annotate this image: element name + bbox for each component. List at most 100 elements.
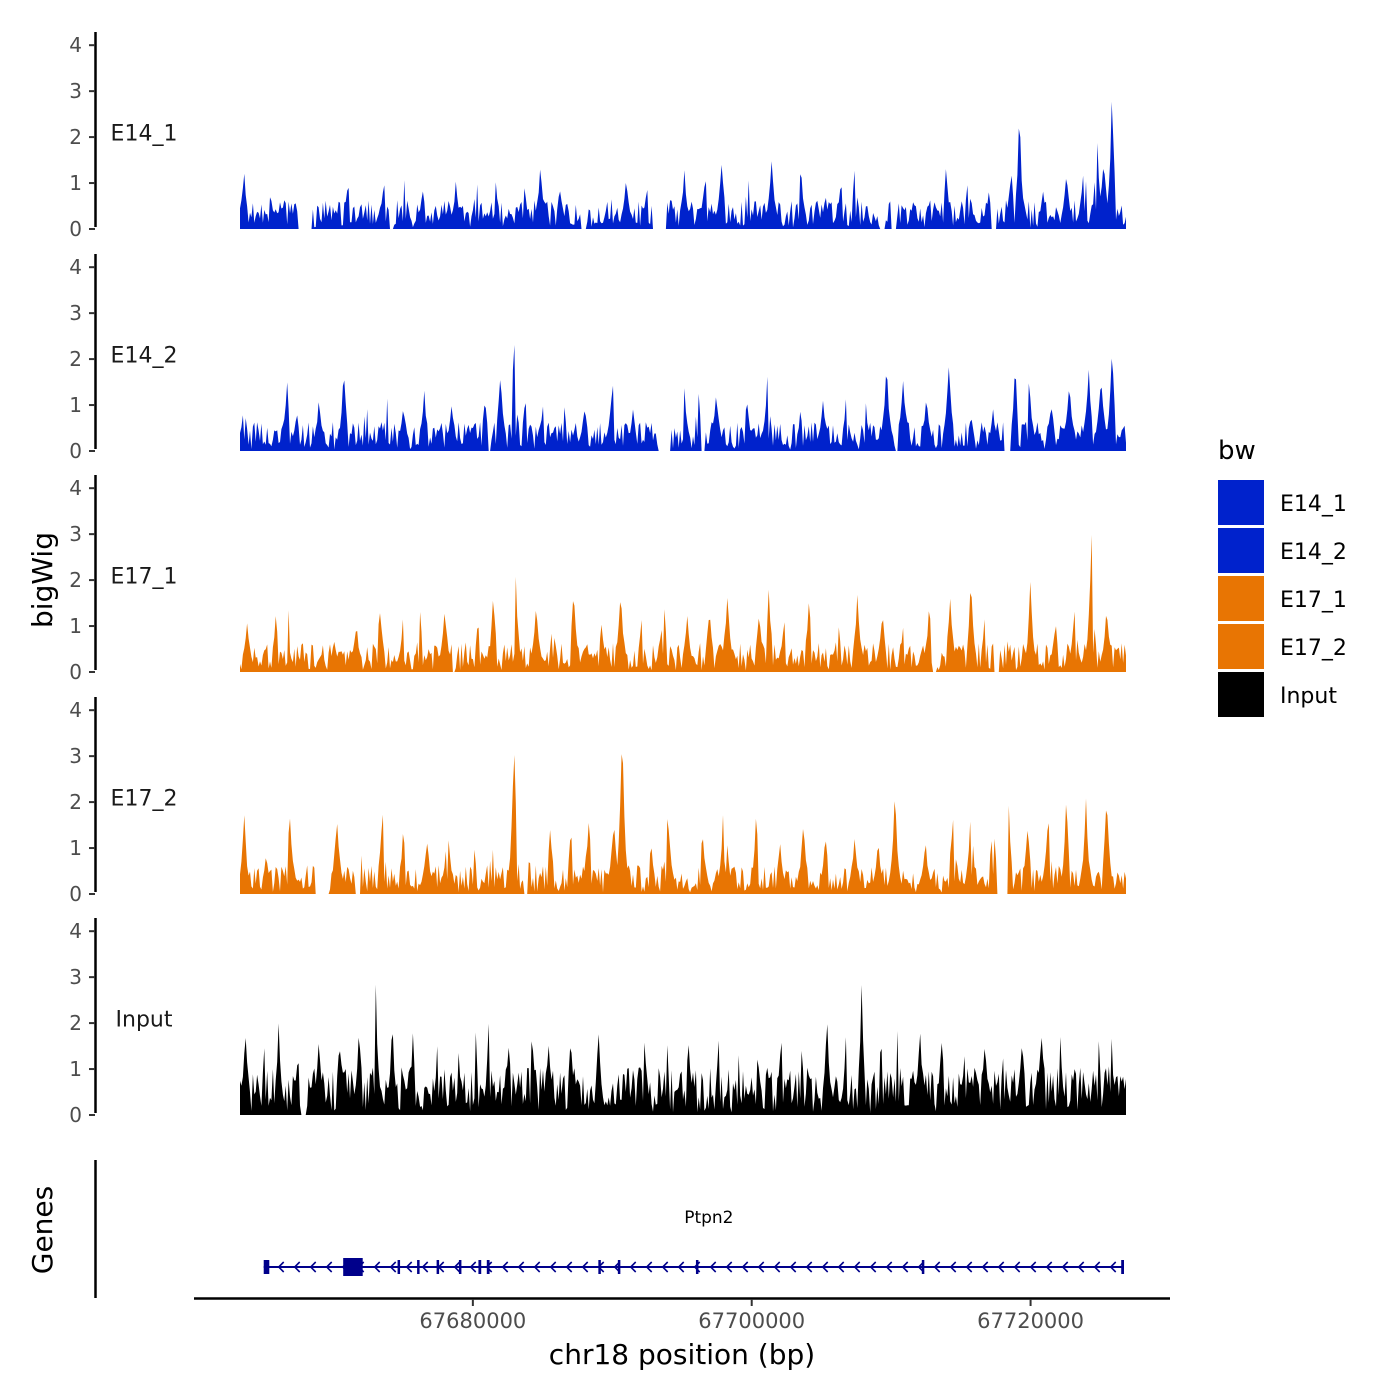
strand-arrow: [501, 1261, 509, 1273]
legend-swatch-E17_2: [1218, 624, 1264, 669]
y-tick-label: 4: [69, 476, 82, 500]
exon: [617, 1260, 621, 1274]
x-axis-title: chr18 position (bp): [549, 1338, 815, 1371]
y-tick-label: 3: [69, 744, 82, 768]
exon: [397, 1260, 401, 1274]
legend-swatch-E14_1: [1218, 480, 1264, 525]
strand-arrow: [757, 1261, 765, 1273]
strand-arrow: [1093, 1261, 1101, 1273]
exon: [458, 1260, 462, 1274]
legend-label-E14_1: E14_1: [1280, 492, 1347, 517]
track-E14_1: 0 1 2 3 4 E14_1: [69, 32, 1126, 241]
strand-arrow: [453, 1261, 461, 1273]
strand-arrow: [517, 1261, 525, 1273]
strand-arrow: [677, 1261, 685, 1273]
track-Input: 0 1 2 3 4 Input: [69, 918, 1126, 1127]
strand-arrow: [533, 1261, 541, 1273]
x-axis-ticks: 67680000 67700000 67720000: [419, 1299, 1084, 1333]
coverage-area-E17_1: [240, 534, 1126, 672]
strand-arrow: [325, 1261, 333, 1273]
strand-arrow: [821, 1261, 829, 1273]
track-label-E17_1: E17_1: [111, 565, 178, 590]
x-tick-label: 67700000: [698, 1309, 805, 1333]
strand-arrow: [309, 1261, 317, 1273]
strand-arrow: [853, 1261, 861, 1273]
track-panels: 0 1 2 3 4 E14_1 0 1 2 3 4 E14_2 0 1 2 3 4 E17_1 0 1 2 3 4 E17_2…: [69, 32, 1126, 1127]
y-tick-label: 0: [69, 217, 82, 241]
strand-arrow: [709, 1261, 717, 1273]
y-tick-label: 1: [69, 614, 82, 638]
strand-arrow: [629, 1261, 637, 1273]
y-tick-label: 2: [69, 1011, 82, 1035]
y-tick-label: 0: [69, 439, 82, 463]
coverage-area-E14_1: [240, 101, 1126, 229]
strand-arrow: [1077, 1261, 1085, 1273]
track-label-E14_1: E14_1: [111, 122, 178, 147]
strand-arrow: [405, 1261, 413, 1273]
strand-arrow: [1029, 1261, 1037, 1273]
strand-arrow: [581, 1261, 589, 1273]
y-tick-label: 4: [69, 919, 82, 943]
legend: bw E14_1 E14_2 E17_1 E17_2 Input: [1218, 436, 1347, 717]
legend-swatch-E17_1: [1218, 576, 1264, 621]
track-label-E14_2: E14_2: [111, 344, 178, 369]
y-tick-label: 1: [69, 171, 82, 195]
y-tick-label: 4: [69, 33, 82, 57]
y-tick-label: 3: [69, 522, 82, 546]
strand-arrow: [869, 1261, 877, 1273]
strand-arrow: [1013, 1261, 1021, 1273]
coverage-area-E14_2: [240, 345, 1126, 451]
coverage-area-E17_2: [240, 754, 1126, 894]
strand-arrow: [565, 1261, 573, 1273]
strand-arrow: [421, 1261, 429, 1273]
strand-arrow: [725, 1261, 733, 1273]
strand-arrow: [741, 1261, 749, 1273]
track-label-E17_2: E17_2: [111, 787, 178, 812]
legend-label-Input: Input: [1280, 684, 1337, 709]
legend-title: bw: [1218, 436, 1256, 466]
y-tick-label: 3: [69, 965, 82, 989]
y-tick-label: 2: [69, 347, 82, 371]
exon: [417, 1260, 420, 1274]
exon: [436, 1260, 440, 1274]
strand-arrow: [293, 1261, 301, 1273]
track-E14_2: 0 1 2 3 4 E14_2: [69, 254, 1126, 463]
strand-arrow: [949, 1261, 957, 1273]
exon: [695, 1260, 699, 1274]
y-tick-label: 3: [69, 301, 82, 325]
strand-arrow: [1109, 1261, 1117, 1273]
strand-arrow: [901, 1261, 909, 1273]
y-tick-label: 4: [69, 255, 82, 279]
track-E17_1: 0 1 2 3 4 E17_1: [69, 475, 1126, 684]
strand-arrow: [1061, 1261, 1069, 1273]
exon: [486, 1260, 490, 1274]
strand-arrow: [837, 1261, 845, 1273]
legend-label-E14_2: E14_2: [1280, 540, 1347, 565]
strand-arrow: [485, 1261, 493, 1273]
y-tick-label: 2: [69, 125, 82, 149]
track-label-Input: Input: [116, 1008, 173, 1033]
exon: [1121, 1260, 1124, 1274]
track-E17_2: 0 1 2 3 4 E17_2: [69, 697, 1126, 906]
y-tick-label: 2: [69, 790, 82, 814]
strand-arrow: [805, 1261, 813, 1273]
y-tick-label: 3: [69, 79, 82, 103]
gene-name-Ptpn2: Ptpn2: [684, 1208, 733, 1228]
y-tick-label: 4: [69, 698, 82, 722]
legend-swatch-E14_2: [1218, 528, 1264, 573]
y-tick-label: 1: [69, 393, 82, 417]
strand-arrow: [773, 1261, 781, 1273]
exon: [263, 1260, 270, 1274]
strand-arrow: [645, 1261, 653, 1273]
coverage-area-Input: [240, 984, 1126, 1115]
strand-arrow: [965, 1261, 973, 1273]
strand-arrow: [373, 1261, 381, 1273]
exon: [598, 1260, 601, 1274]
y-tick-label: 0: [69, 1103, 82, 1127]
exon: [921, 1260, 925, 1274]
strand-arrow: [981, 1261, 989, 1273]
legend-swatch-Input: [1218, 672, 1264, 717]
strand-arrow: [661, 1261, 669, 1273]
strand-arrow: [1045, 1261, 1053, 1273]
